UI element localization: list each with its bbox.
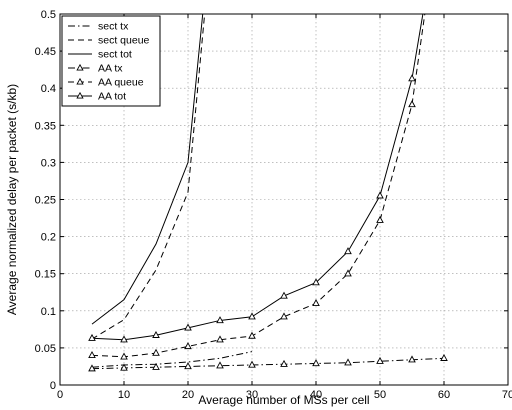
data-point-marker <box>152 348 160 356</box>
series-line <box>91 14 206 340</box>
y-tick-label: 0.45 <box>35 46 56 58</box>
series-group <box>88 14 448 372</box>
legend-entry: AA tot <box>98 91 126 103</box>
series-sect-tx <box>91 351 253 368</box>
series-line <box>91 14 426 358</box>
data-point-marker <box>280 312 288 320</box>
data-point-marker <box>184 342 192 350</box>
x-tick-label: 10 <box>118 389 130 401</box>
data-point-marker <box>184 362 192 370</box>
data-point-marker <box>344 269 352 277</box>
x-tick-label: 30 <box>246 389 258 401</box>
data-point-marker <box>184 323 192 331</box>
series-line <box>91 351 253 368</box>
y-axis-label: Average normalized delay per packet (s/k… <box>5 84 19 315</box>
series-AA-queue <box>88 14 426 360</box>
x-tick-label: 40 <box>310 389 322 401</box>
x-tick-label: 70 <box>502 389 512 401</box>
legend: sect tx sect queue sect tot AA tx AA queue AA… <box>61 15 161 107</box>
ticks: 0 10 20 30 40 50 60 70 0 0.05 0.1 0.15 0.2 0.25 0.3 0.3… <box>35 9 512 401</box>
y-tick-label: 0.35 <box>35 120 56 132</box>
x-tick-label: 20 <box>182 389 194 401</box>
y-tick-label: 0.25 <box>35 195 56 207</box>
data-point-marker <box>88 364 96 372</box>
data-point-marker <box>376 191 384 199</box>
legend-entry: sect tot <box>98 49 132 61</box>
data-point-marker <box>344 358 352 366</box>
series-AA-tx <box>88 353 448 372</box>
data-point-marker <box>216 335 224 343</box>
data-point-marker <box>120 363 128 371</box>
data-point-marker <box>152 362 160 370</box>
data-point-marker <box>248 312 256 320</box>
legend-box <box>61 15 161 107</box>
x-tick-label: 0 <box>57 389 63 401</box>
series-AA-tot <box>88 14 424 343</box>
data-point-marker <box>408 74 416 82</box>
data-point-marker <box>344 247 352 255</box>
data-point-marker <box>440 353 448 361</box>
data-point-marker <box>280 291 288 299</box>
legend-entry: sect queue <box>98 35 150 47</box>
series-sect-tot <box>91 14 204 325</box>
series-line <box>91 14 204 325</box>
series-sect-queue <box>91 14 206 340</box>
data-point-marker <box>88 333 96 341</box>
y-tick-label: 0.05 <box>35 343 56 355</box>
data-point-marker <box>408 355 416 363</box>
legend-marker <box>76 77 84 85</box>
data-point-marker <box>248 331 256 339</box>
y-tick-label: 0.1 <box>41 306 56 318</box>
y-tick-label: 0.5 <box>41 9 56 21</box>
y-tick-label: 0.4 <box>41 83 56 95</box>
grid <box>60 14 508 385</box>
data-point-marker <box>280 359 288 367</box>
data-point-marker <box>216 361 224 369</box>
data-point-marker <box>120 335 128 343</box>
y-tick-label: 0.3 <box>41 157 56 169</box>
data-point-marker <box>376 356 384 364</box>
data-point-marker <box>120 352 128 360</box>
x-tick-label: 50 <box>374 389 386 401</box>
data-point-marker <box>312 299 320 307</box>
data-point-marker <box>376 215 384 223</box>
legend-marker <box>76 63 84 71</box>
data-point-marker <box>88 350 96 358</box>
data-point-marker <box>152 330 160 338</box>
data-point-marker <box>408 100 416 108</box>
data-point-marker <box>216 316 224 324</box>
x-axis-label: Average number of MSs per cell <box>198 393 369 407</box>
legend-entry: sect tx <box>98 21 129 33</box>
legend-entry: AA queue <box>98 77 144 89</box>
legend-entry: AA tx <box>98 63 123 75</box>
y-tick-label: 0 <box>50 380 56 392</box>
data-point-marker <box>248 360 256 368</box>
series-line <box>91 357 445 370</box>
series-line <box>91 14 424 341</box>
legend-marker <box>76 91 84 99</box>
x-tick-label: 60 <box>438 389 450 401</box>
data-point-marker <box>312 359 320 367</box>
y-tick-label: 0.2 <box>41 232 56 244</box>
data-point-marker <box>312 278 320 286</box>
y-tick-label: 0.15 <box>35 269 56 281</box>
